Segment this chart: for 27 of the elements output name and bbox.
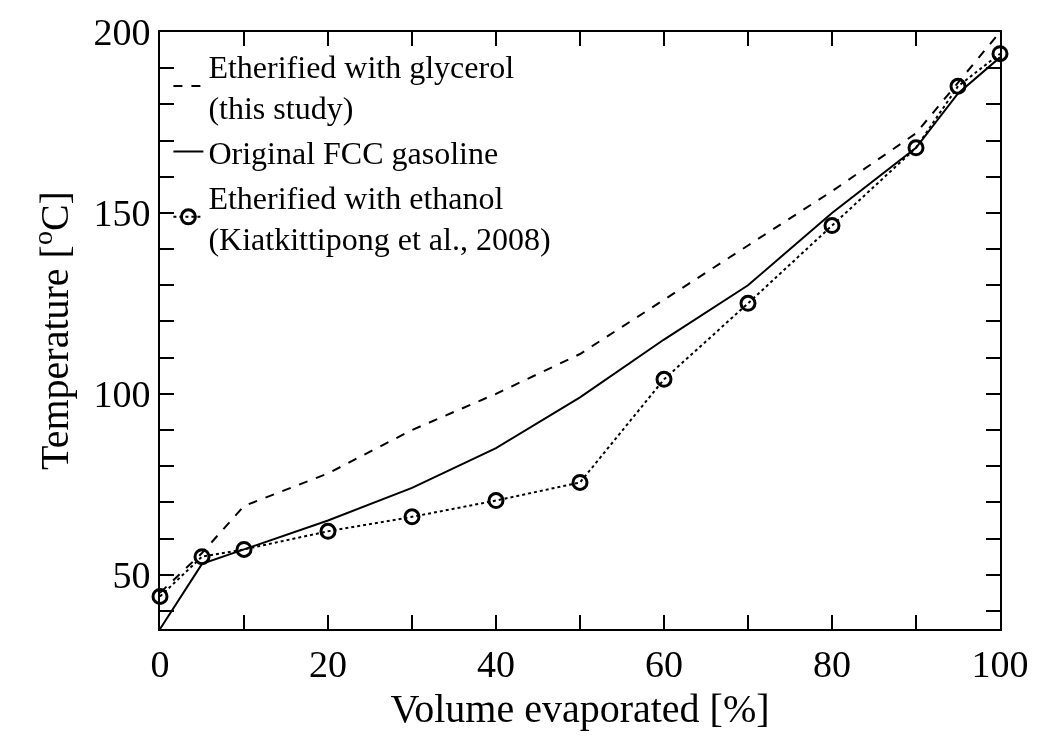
- y-tick-label: 200: [93, 11, 151, 54]
- point: [823, 217, 841, 235]
- x-tick-label: 100: [971, 642, 1029, 685]
- point: [487, 492, 505, 510]
- point: [403, 508, 421, 526]
- point: [655, 370, 673, 388]
- point: [739, 294, 757, 312]
- point: [193, 548, 211, 566]
- x-tick-label: 0: [150, 642, 170, 685]
- point: [949, 77, 967, 95]
- point: [907, 139, 925, 157]
- point: [151, 587, 169, 605]
- point: [319, 522, 337, 540]
- point: [991, 45, 1009, 63]
- x-axis-title: Volume evaporated [%]: [390, 685, 770, 731]
- point: [235, 540, 253, 558]
- x-tick-label: 20: [309, 642, 347, 685]
- y-tick-label: 100: [93, 373, 151, 416]
- y-tick-label: 150: [93, 192, 151, 235]
- legend-label: Etherified with glycerol (this study): [208, 48, 515, 127]
- x-tick-label: 80: [813, 642, 851, 685]
- x-tick-label: 40: [477, 642, 515, 685]
- legend-label: Original FCC gasoline: [208, 134, 499, 171]
- y-tick-label: 50: [112, 554, 151, 597]
- x-tick-label: 60: [645, 642, 683, 685]
- legend-label: Etherified with ethanol (Kiatkittipong et al., 2008): [208, 179, 551, 258]
- point: [571, 473, 589, 491]
